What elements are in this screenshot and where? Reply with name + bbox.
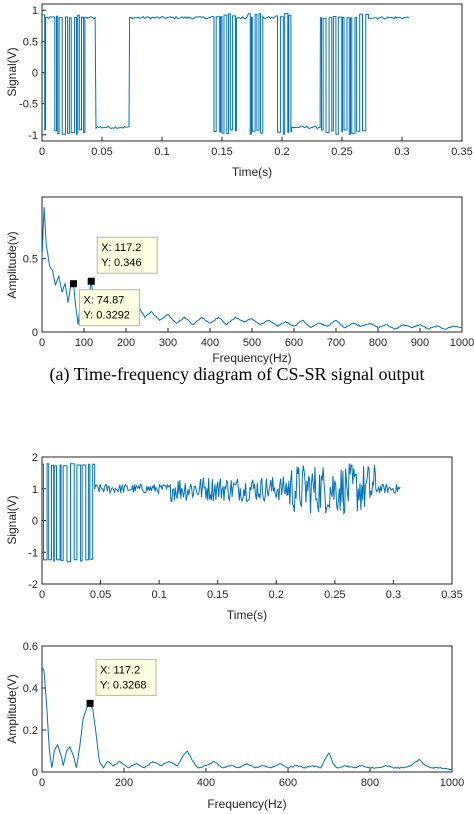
y-tick-label: -1 bbox=[28, 130, 38, 142]
x-tick-label: 0 bbox=[39, 777, 45, 789]
tick-group: 0 0.05 0.1 0.15 0.2 0.25 0.3 0.35 -1 -0.5 0 0.5 1 bbox=[19, 5, 473, 158]
x-tick-label: 0.15 bbox=[211, 146, 232, 158]
x-tick-label: 900 bbox=[411, 337, 429, 349]
x-axis-label: Time(s) bbox=[232, 165, 272, 179]
x-tick-label: 600 bbox=[279, 777, 297, 789]
x-tick-label: 0 bbox=[39, 589, 45, 601]
x-tick-label: 0.05 bbox=[91, 146, 112, 158]
y-tick-label: 0 bbox=[32, 516, 38, 528]
datatip-text: Y: 0.3292 bbox=[83, 310, 130, 322]
x-tick-label: 0.1 bbox=[154, 146, 169, 158]
x-axis-label: Frequency(Hz) bbox=[212, 351, 291, 365]
x-axis-label: Time(s) bbox=[227, 608, 267, 622]
x-tick-label: 800 bbox=[369, 337, 387, 349]
y-tick-label: -1 bbox=[28, 547, 38, 559]
chart-b-frequency-domain: 0 200 400 600 800 1000 0 0.2 0.4 0.6 X: 117.2 Y: 0… bbox=[5, 641, 464, 811]
x-tick-label: 0.2 bbox=[274, 146, 289, 158]
datatip-marker bbox=[87, 277, 95, 285]
datatip-marker bbox=[86, 699, 94, 707]
chart-a-frequency-domain: 0 100 200 300 400 500 600 700 800 900 1000 0 0.5 X: … bbox=[5, 196, 474, 365]
y-tick-label: 0 bbox=[32, 327, 38, 339]
x-tick-label: 600 bbox=[285, 337, 303, 349]
series-line bbox=[41, 666, 453, 771]
tick-group: 0 100 200 300 400 500 600 700 800 900 1000 0 0.5 bbox=[23, 254, 474, 349]
datatip-box bbox=[96, 236, 158, 274]
tick-group: 0 200 400 600 800 1000 0 0.2 0.4 0.6 bbox=[23, 641, 465, 789]
datatip-text: X: 117.2 bbox=[101, 242, 141, 254]
datatip-text: Y: 0.346 bbox=[101, 257, 141, 269]
datatip-box bbox=[95, 658, 157, 696]
x-tick-label: 700 bbox=[327, 337, 345, 349]
x-tick-label: 200 bbox=[115, 777, 133, 789]
y-axis-label: Amplitude(v) bbox=[5, 231, 19, 298]
x-tick-label: 0.2 bbox=[269, 589, 284, 601]
x-tick-label: 0.3 bbox=[386, 589, 401, 601]
y-tick-label: 0 bbox=[32, 68, 38, 80]
x-tick-label: 0.05 bbox=[90, 589, 111, 601]
figure-caption-a: (a) Time-frequency diagram of CS-SR sign… bbox=[49, 364, 425, 384]
datatip-group: X: 74.87 Y: 0.3292 X: 117.2 Y: 0.346 bbox=[69, 236, 158, 327]
datatip-text: X: 117.2 bbox=[100, 664, 140, 676]
x-tick-label: 0 bbox=[39, 337, 45, 349]
x-tick-label: 500 bbox=[243, 337, 261, 349]
x-tick-label: 0 bbox=[39, 146, 45, 158]
x-tick-label: 800 bbox=[361, 777, 379, 789]
x-tick-label: 200 bbox=[117, 337, 135, 349]
y-tick-label: 1 bbox=[32, 5, 38, 17]
y-tick-label: 0.2 bbox=[23, 725, 38, 737]
datatip-group: X: 117.2 Y: 0.3268 bbox=[86, 658, 157, 707]
y-tick-label: 2 bbox=[32, 452, 38, 464]
y-axis-label: Signal(V) bbox=[5, 495, 19, 544]
y-tick-label: 0 bbox=[32, 767, 38, 779]
x-tick-label: 0.1 bbox=[151, 589, 166, 601]
y-tick-label: 1 bbox=[32, 484, 38, 496]
x-tick-label: 100 bbox=[75, 337, 93, 349]
datatip-text: Y: 0.3268 bbox=[100, 679, 147, 691]
y-tick-label: 0.4 bbox=[23, 683, 38, 695]
series-line bbox=[42, 463, 401, 563]
x-tick-label: 300 bbox=[159, 337, 177, 349]
x-tick-label: 400 bbox=[197, 777, 215, 789]
y-tick-label: 0.5 bbox=[23, 254, 38, 266]
x-tick-label: 0.25 bbox=[324, 589, 345, 601]
datatip-box bbox=[78, 289, 140, 327]
datatip-marker bbox=[69, 280, 77, 288]
x-tick-label: 0.25 bbox=[331, 146, 352, 158]
tick-group: 0 0.05 0.1 0.15 0.2 0.25 0.3 0.35 -2 -1 0 1 2 bbox=[28, 452, 462, 601]
y-tick-label: -0.5 bbox=[19, 99, 38, 111]
plot-frame bbox=[41, 456, 453, 585]
y-tick-label: -2 bbox=[28, 579, 38, 591]
y-tick-label: 0.6 bbox=[23, 641, 38, 653]
x-tick-label: 400 bbox=[201, 337, 219, 349]
plot-frame bbox=[41, 645, 453, 773]
x-tick-label: 1000 bbox=[450, 337, 474, 349]
x-axis-label: Frequency(Hz) bbox=[207, 797, 286, 811]
x-tick-label: 0.15 bbox=[207, 589, 228, 601]
x-tick-label: 0.3 bbox=[394, 146, 409, 158]
y-axis-label: Amplitude(V) bbox=[5, 674, 19, 743]
x-tick-label: 0.35 bbox=[441, 589, 462, 601]
chart-b-time-domain: 0 0.05 0.1 0.15 0.2 0.25 0.3 0.35 -2 -1 0 1 2 Time(s… bbox=[5, 452, 463, 622]
chart-a-time-domain: 0 0.05 0.1 0.15 0.2 0.25 0.3 0.35 -1 -0.5 0 0.5 1 Ti… bbox=[5, 3, 473, 179]
series-line bbox=[42, 13, 410, 135]
x-tick-label: 1000 bbox=[440, 777, 464, 789]
x-tick-label: 0.35 bbox=[451, 146, 472, 158]
datatip-text: X: 74.87 bbox=[83, 295, 124, 307]
y-axis-label: Signal(V) bbox=[5, 47, 19, 96]
y-tick-label: 0.5 bbox=[23, 36, 38, 48]
